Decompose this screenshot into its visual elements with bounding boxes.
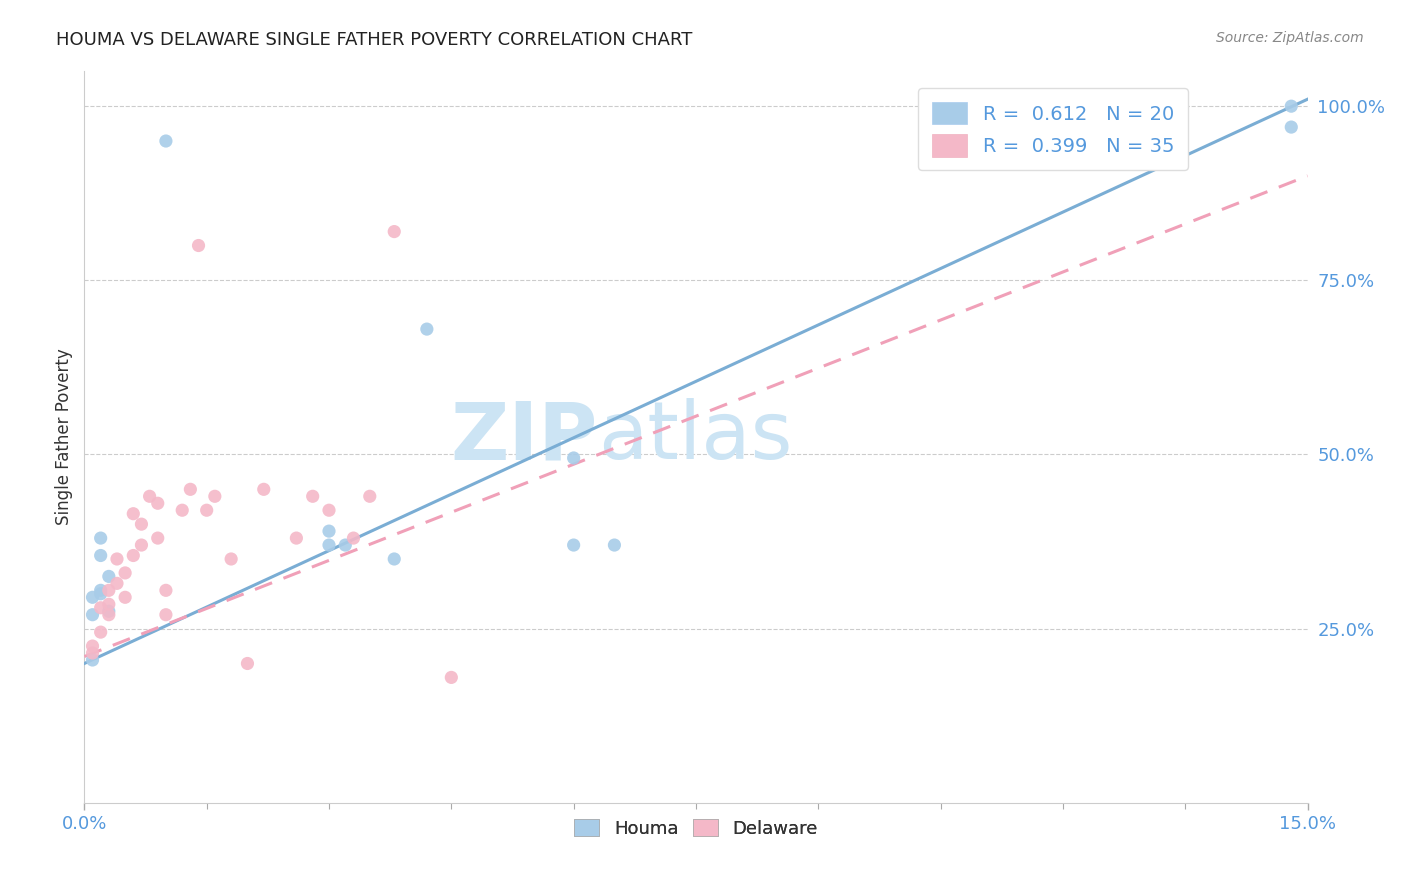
Point: [318, 524, 340, 538]
Point: [82, 646, 104, 660]
Point: [114, 591, 136, 605]
Text: Source: ZipAtlas.com: Source: ZipAtlas.com: [1216, 31, 1364, 45]
Point: [318, 503, 340, 517]
Point: [179, 483, 201, 497]
Point: [138, 489, 160, 503]
Point: [318, 538, 340, 552]
Point: [562, 450, 585, 465]
Point: [114, 566, 136, 580]
Text: atlas: atlas: [598, 398, 793, 476]
Point: [342, 531, 364, 545]
Point: [195, 503, 218, 517]
Point: [359, 489, 381, 503]
Point: [172, 503, 194, 517]
Point: [1279, 99, 1302, 113]
Point: [122, 549, 145, 563]
Point: [1279, 120, 1302, 134]
Point: [97, 607, 120, 622]
Point: [382, 225, 405, 239]
Point: [187, 238, 209, 252]
Point: [204, 489, 226, 503]
Point: [97, 604, 120, 618]
Point: [253, 483, 276, 497]
Point: [562, 538, 585, 552]
Point: [301, 489, 323, 503]
Point: [82, 653, 104, 667]
Point: [105, 552, 128, 566]
Point: [155, 134, 177, 148]
Point: [90, 600, 112, 615]
Point: [90, 587, 112, 601]
Point: [603, 538, 626, 552]
Point: [90, 531, 112, 545]
Point: [90, 583, 112, 598]
Point: [219, 552, 242, 566]
Point: [82, 591, 104, 605]
Point: [416, 322, 439, 336]
Point: [105, 576, 128, 591]
Point: [82, 639, 104, 653]
Point: [131, 538, 153, 552]
Point: [236, 657, 259, 671]
Point: [97, 597, 120, 611]
Point: [285, 531, 308, 545]
Point: [335, 538, 357, 552]
Point: [97, 583, 120, 598]
Text: ZIP: ZIP: [451, 398, 598, 476]
Point: [90, 625, 112, 640]
Point: [122, 507, 145, 521]
Point: [82, 607, 104, 622]
Y-axis label: Single Father Poverty: Single Father Poverty: [55, 349, 73, 525]
Point: [90, 549, 112, 563]
Point: [155, 607, 177, 622]
Text: HOUMA VS DELAWARE SINGLE FATHER POVERTY CORRELATION CHART: HOUMA VS DELAWARE SINGLE FATHER POVERTY …: [56, 31, 693, 49]
Point: [146, 531, 169, 545]
Point: [382, 552, 405, 566]
Legend: Houma, Delaware: Houma, Delaware: [567, 812, 825, 845]
Point: [97, 569, 120, 583]
Point: [131, 517, 153, 532]
Point: [155, 583, 177, 598]
Point: [440, 670, 463, 684]
Point: [146, 496, 169, 510]
